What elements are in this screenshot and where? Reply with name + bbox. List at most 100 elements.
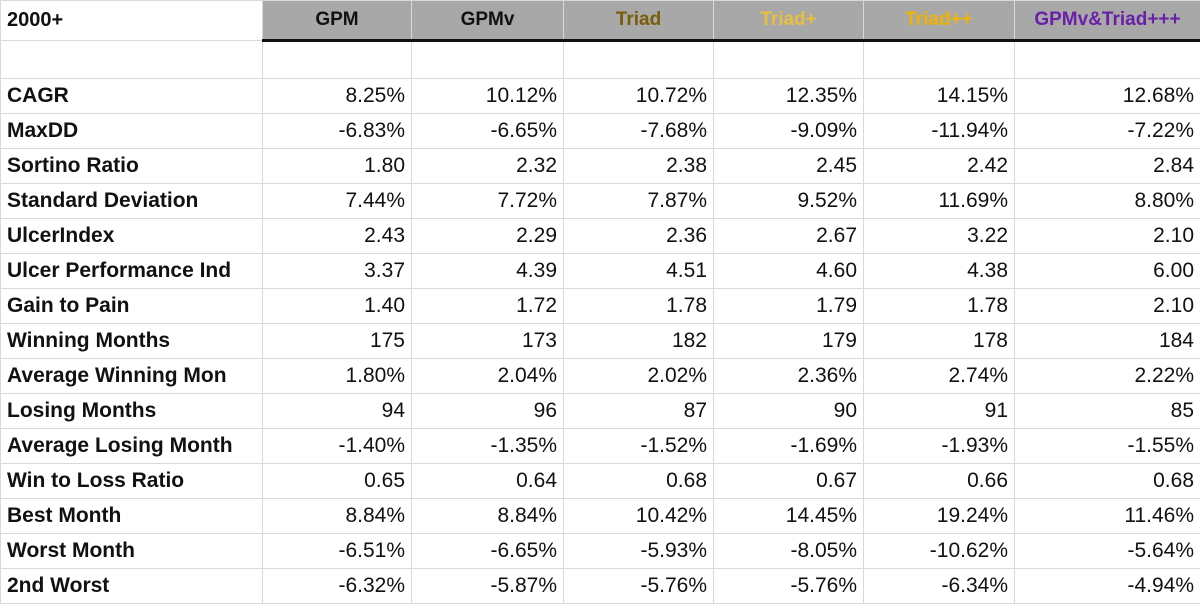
value-cell[interactable]: 0.64 (411, 463, 564, 499)
value-cell[interactable]: -1.69% (713, 428, 864, 464)
row-label-cell[interactable]: Worst Month (0, 533, 263, 569)
value-cell[interactable]: 3.37 (262, 253, 412, 289)
value-cell[interactable]: -11.94% (863, 113, 1015, 149)
row-label-cell[interactable]: Average Losing Month (0, 428, 263, 464)
value-cell[interactable]: 94 (262, 393, 412, 429)
value-cell[interactable]: -10.62% (863, 533, 1015, 569)
value-cell[interactable]: 7.44% (262, 183, 412, 219)
value-cell[interactable]: 4.38 (863, 253, 1015, 289)
value-cell[interactable]: 1.79 (713, 288, 864, 324)
value-cell[interactable]: 2.67 (713, 218, 864, 254)
row-label-cell[interactable]: UlcerIndex (0, 218, 263, 254)
value-cell[interactable]: 2.84 (1014, 148, 1200, 184)
value-cell[interactable]: 10.12% (411, 78, 564, 114)
value-cell[interactable]: 91 (863, 393, 1015, 429)
row-label-cell[interactable]: CAGR (0, 78, 263, 114)
value-cell[interactable]: 2.36% (713, 358, 864, 394)
row-label-cell[interactable]: Ulcer Performance Ind (0, 253, 263, 289)
value-cell[interactable]: 2.43 (262, 218, 412, 254)
value-cell[interactable]: 87 (563, 393, 714, 429)
value-cell[interactable]: 182 (563, 323, 714, 359)
value-cell[interactable]: 90 (713, 393, 864, 429)
value-cell[interactable]: 2.36 (563, 218, 714, 254)
row-label-cell[interactable]: Gain to Pain (0, 288, 263, 324)
value-cell[interactable]: 0.68 (563, 463, 714, 499)
value-cell[interactable]: -5.93% (563, 533, 714, 569)
value-cell[interactable]: -6.83% (262, 113, 412, 149)
value-cell[interactable]: -5.76% (563, 568, 714, 604)
value-cell[interactable]: 7.72% (411, 183, 564, 219)
value-cell[interactable]: 8.84% (411, 498, 564, 534)
value-cell[interactable]: 9.52% (713, 183, 864, 219)
value-cell[interactable]: 12.68% (1014, 78, 1200, 114)
value-cell[interactable]: 4.39 (411, 253, 564, 289)
empty-cell[interactable] (563, 40, 714, 79)
value-cell[interactable]: -1.55% (1014, 428, 1200, 464)
value-cell[interactable]: -7.68% (563, 113, 714, 149)
value-cell[interactable]: 175 (262, 323, 412, 359)
row-label-cell[interactable]: 2nd Worst (0, 568, 263, 604)
corner-label-cell[interactable]: 2000+ (0, 0, 263, 41)
row-label-cell[interactable]: Best Month (0, 498, 263, 534)
empty-cell[interactable] (411, 40, 564, 79)
value-cell[interactable]: 11.46% (1014, 498, 1200, 534)
row-label-cell[interactable]: MaxDD (0, 113, 263, 149)
value-cell[interactable]: -6.32% (262, 568, 412, 604)
column-header-gpm[interactable]: GPM (262, 0, 412, 42)
value-cell[interactable]: 10.72% (563, 78, 714, 114)
value-cell[interactable]: 14.15% (863, 78, 1015, 114)
value-cell[interactable]: 96 (411, 393, 564, 429)
value-cell[interactable]: 8.25% (262, 78, 412, 114)
value-cell[interactable]: -1.35% (411, 428, 564, 464)
value-cell[interactable]: 11.69% (863, 183, 1015, 219)
column-header-triad[interactable]: Triad+ (713, 0, 864, 42)
value-cell[interactable]: 2.38 (563, 148, 714, 184)
column-header-gpmv[interactable]: GPMv (411, 0, 564, 42)
value-cell[interactable]: 0.67 (713, 463, 864, 499)
value-cell[interactable]: 4.51 (563, 253, 714, 289)
value-cell[interactable]: 179 (713, 323, 864, 359)
empty-cell[interactable] (1014, 40, 1200, 79)
value-cell[interactable]: -1.40% (262, 428, 412, 464)
value-cell[interactable]: 14.45% (713, 498, 864, 534)
value-cell[interactable]: 2.45 (713, 148, 864, 184)
value-cell[interactable]: 19.24% (863, 498, 1015, 534)
value-cell[interactable]: 178 (863, 323, 1015, 359)
value-cell[interactable]: 1.78 (563, 288, 714, 324)
value-cell[interactable]: 3.22 (863, 218, 1015, 254)
value-cell[interactable]: 2.32 (411, 148, 564, 184)
value-cell[interactable]: -5.76% (713, 568, 864, 604)
empty-cell[interactable] (262, 40, 412, 79)
value-cell[interactable]: -9.09% (713, 113, 864, 149)
value-cell[interactable]: -6.34% (863, 568, 1015, 604)
value-cell[interactable]: 12.35% (713, 78, 864, 114)
value-cell[interactable]: 2.74% (863, 358, 1015, 394)
value-cell[interactable]: -8.05% (713, 533, 864, 569)
value-cell[interactable]: 6.00 (1014, 253, 1200, 289)
value-cell[interactable]: -6.51% (262, 533, 412, 569)
value-cell[interactable]: 8.84% (262, 498, 412, 534)
empty-cell[interactable] (0, 40, 263, 79)
value-cell[interactable]: 2.04% (411, 358, 564, 394)
value-cell[interactable]: -5.87% (411, 568, 564, 604)
value-cell[interactable]: 2.02% (563, 358, 714, 394)
row-label-cell[interactable]: Losing Months (0, 393, 263, 429)
row-label-cell[interactable]: Average Winning Mon (0, 358, 263, 394)
value-cell[interactable]: 1.72 (411, 288, 564, 324)
row-label-cell[interactable]: Standard Deviation (0, 183, 263, 219)
column-header-triad[interactable]: Triad (563, 0, 714, 42)
value-cell[interactable]: 173 (411, 323, 564, 359)
value-cell[interactable]: -1.93% (863, 428, 1015, 464)
value-cell[interactable]: -6.65% (411, 113, 564, 149)
column-header-gpmv-triad[interactable]: GPMv&Triad+++ (1014, 0, 1200, 42)
value-cell[interactable]: -4.94% (1014, 568, 1200, 604)
value-cell[interactable]: 8.80% (1014, 183, 1200, 219)
value-cell[interactable]: 1.80 (262, 148, 412, 184)
value-cell[interactable]: 1.80% (262, 358, 412, 394)
value-cell[interactable]: -6.65% (411, 533, 564, 569)
value-cell[interactable]: 0.66 (863, 463, 1015, 499)
value-cell[interactable]: 4.60 (713, 253, 864, 289)
value-cell[interactable]: 1.40 (262, 288, 412, 324)
value-cell[interactable]: 2.29 (411, 218, 564, 254)
value-cell[interactable]: 10.42% (563, 498, 714, 534)
